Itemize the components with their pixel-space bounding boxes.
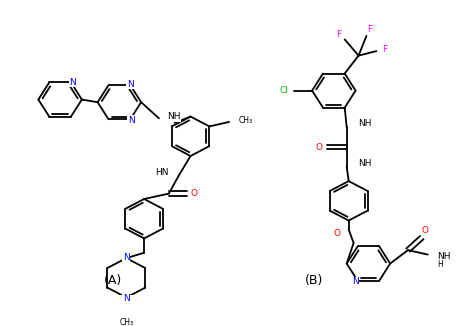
Text: NH: NH [358, 159, 372, 168]
Text: N: N [128, 116, 135, 125]
Text: O: O [421, 226, 428, 235]
Text: NH: NH [167, 112, 180, 121]
Text: F: F [336, 31, 341, 39]
Text: F: F [382, 45, 387, 54]
Text: H: H [438, 260, 443, 269]
Text: CH₃: CH₃ [239, 116, 253, 125]
Text: O: O [316, 142, 322, 152]
Text: N: N [123, 253, 130, 262]
Text: NH: NH [358, 119, 372, 128]
Text: O: O [190, 189, 197, 198]
Text: O: O [333, 229, 340, 238]
Text: (A): (A) [104, 274, 123, 287]
Text: Cl: Cl [280, 86, 289, 95]
Text: F: F [367, 25, 372, 34]
Text: N: N [70, 78, 76, 87]
Text: HN: HN [155, 168, 169, 177]
Text: N: N [123, 294, 130, 303]
Text: N: N [127, 80, 134, 89]
Text: N: N [352, 277, 359, 286]
Text: NH: NH [438, 252, 451, 261]
Text: CH₃: CH₃ [119, 318, 133, 326]
Text: (B): (B) [305, 274, 323, 287]
